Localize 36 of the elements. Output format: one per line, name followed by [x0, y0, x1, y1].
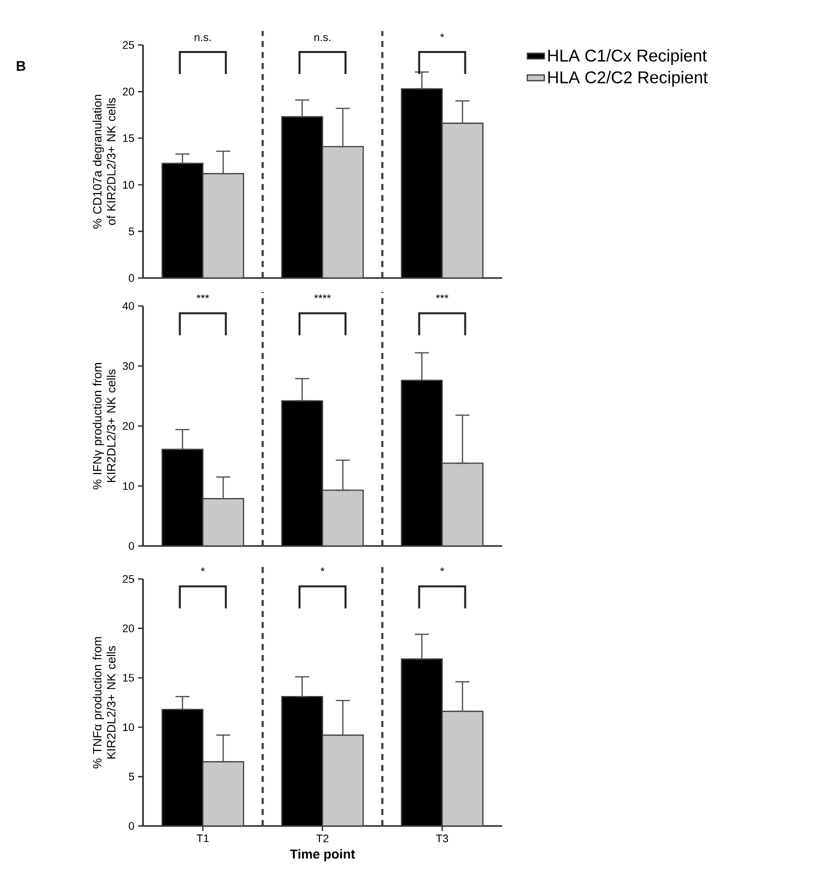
- y-tick-label: 30: [122, 362, 134, 370]
- y-tick-label: 25: [122, 41, 134, 49]
- y-tick-label: 5: [128, 772, 134, 780]
- text: n.s.: [314, 35, 330, 42]
- y-axis-title: % IFNγ production from KIR2DL2/3+ NK cells: [92, 363, 116, 490]
- legend-label: HLA C2/C2 Recipient: [548, 70, 708, 87]
- text: B: [16, 61, 26, 71]
- y-tick-label: 10: [123, 482, 134, 490]
- y-tick-label: 10: [123, 180, 134, 189]
- text: n.s.: [194, 35, 211, 42]
- y-axis-title: % CD107a degranulation of KIR2DL2/3+ NK cells: [92, 94, 116, 229]
- y-tick-label: 5: [128, 228, 134, 236]
- y-tick-label: 15: [123, 134, 134, 142]
- x-tick-label: T3: [436, 834, 448, 842]
- y-tick-label: 40: [122, 302, 134, 310]
- x-axis-title: Time point: [290, 849, 355, 862]
- y-tick-label: 20: [122, 422, 134, 430]
- text: *: [320, 567, 324, 572]
- text: ****: [314, 294, 331, 298]
- y-tick-label: 20: [122, 88, 134, 96]
- text: *: [200, 567, 205, 572]
- y-tick-label: 10: [123, 723, 134, 732]
- y-tick-label: 25: [122, 575, 134, 583]
- text: ***: [436, 294, 448, 298]
- y-tick-label: 0: [128, 274, 134, 282]
- x-tick-label: T2: [316, 834, 328, 842]
- y-tick-label: 0: [128, 822, 134, 830]
- y-tick-label: 15: [123, 674, 134, 682]
- y-tick-label: 0: [128, 542, 134, 550]
- text: ***: [196, 294, 210, 298]
- y-axis-title: % TNFα production from KIR2DL2/3+ NK cells: [92, 637, 116, 768]
- text: *: [440, 33, 444, 38]
- x-tick-label: T1: [196, 834, 209, 842]
- y-tick-label: 20: [122, 624, 134, 632]
- legend-label: HLA C1/Cx Recipient: [548, 49, 707, 65]
- text: *: [440, 567, 444, 572]
